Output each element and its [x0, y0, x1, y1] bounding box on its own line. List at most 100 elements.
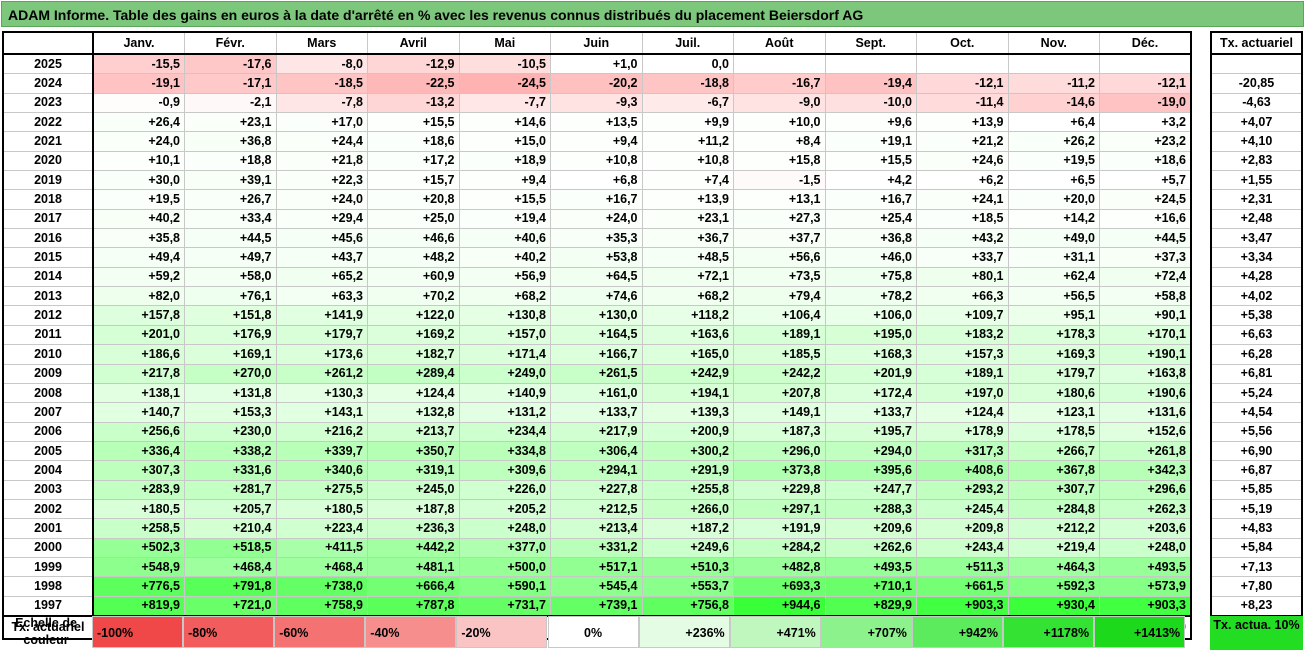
gain-cell: +8,4	[733, 131, 826, 152]
gain-cell: +738,0	[276, 576, 368, 597]
year-label: 2007	[3, 402, 94, 423]
gain-cell: +10,8	[550, 151, 643, 172]
gain-cell: +124,4	[367, 383, 460, 404]
gain-cell: -10,5	[459, 54, 551, 75]
gain-cell: +245,0	[367, 480, 460, 500]
actuarial-cell: +5,38	[1211, 305, 1303, 326]
gain-cell: +39,1	[184, 170, 277, 191]
table-row: 2025 -15,5 -17,6 -8,0 -12,9 -10,5 +1,0 0,0	[3, 54, 1192, 75]
gain-cell: +30,0	[93, 170, 185, 191]
gain-cell: +14,2	[1008, 209, 1100, 230]
gain-cell: +307,7	[1008, 480, 1100, 500]
gain-cell: +78,2	[825, 286, 917, 307]
month-header: Avril	[367, 32, 460, 55]
table-row: 2008 +138,1 +131,8 +130,3 +124,4 +140,9 +161,0…	[3, 383, 1192, 404]
gain-cell: +16,7	[825, 189, 917, 210]
table-row: 2006 +256,6 +230,0 +216,2 +213,7 +234,4 +217,9…	[3, 422, 1192, 442]
color-scale-label: Echelle de couleur	[15, 616, 77, 647]
gain-cell: +157,3	[916, 344, 1009, 365]
actuarial-cell: +5,19	[1211, 499, 1303, 520]
gain-cell: +787,8	[367, 596, 460, 617]
gain-cell: +464,3	[1008, 557, 1100, 578]
gain-cell: +37,7	[733, 228, 826, 249]
gain-cell: +14,6	[459, 112, 551, 133]
actuarial-cell: +2,83	[1211, 151, 1303, 172]
gain-cell: +44,5	[1099, 228, 1192, 249]
gain-cell: +4,2	[825, 170, 917, 191]
actuarial-row: +5,84	[1211, 538, 1303, 558]
gain-cell: +179,7	[1008, 364, 1100, 384]
gain-cell: +133,7	[825, 402, 917, 423]
month-header: Févr.	[184, 32, 277, 55]
gain-cell: +756,8	[642, 596, 734, 617]
year-label: 2002	[3, 499, 94, 520]
table-row: 2011 +201,0 +176,9 +179,7 +169,2 +157,0 +164,5…	[3, 325, 1192, 346]
gain-cell: +68,2	[459, 286, 551, 307]
table-row: 2001 +258,5 +210,4 +223,4 +236,3 +248,0 +213,4…	[3, 518, 1192, 539]
gain-cell: +186,6	[93, 344, 185, 365]
table-row: 2007 +140,7 +153,3 +143,1 +132,8 +131,2 +133,7…	[3, 402, 1192, 423]
gain-cell: +139,3	[642, 402, 734, 423]
actuarial-row: +4,02	[1211, 286, 1303, 307]
gain-cell: +23,2	[1099, 131, 1192, 152]
gain-cell: +207,8	[733, 383, 826, 404]
actuarial-cell: +4,07	[1211, 112, 1303, 133]
gain-cell: +138,1	[93, 383, 185, 404]
gain-cell: +9,9	[642, 112, 734, 133]
gain-cell: +179,7	[276, 325, 368, 346]
gain-cell: +36,7	[642, 228, 734, 249]
gain-cell: -18,8	[642, 73, 734, 94]
gain-cell: +131,6	[1099, 402, 1192, 423]
actuarial-row: +2,31	[1211, 189, 1303, 210]
color-scale-cell: -60%	[274, 616, 366, 648]
gain-cell: +157,8	[93, 305, 185, 326]
gain-cell: +236,3	[367, 518, 460, 539]
gain-cell: +189,1	[733, 325, 826, 346]
actuarial-row: +6,63	[1211, 325, 1303, 346]
actuarial-row: +4,10	[1211, 131, 1303, 152]
gain-cell: +573,9	[1099, 576, 1192, 597]
gain-cell: +502,3	[93, 538, 185, 558]
gain-cell: +18,6	[367, 131, 460, 152]
gain-cell: +43,2	[916, 228, 1009, 249]
year-label: 2020	[3, 151, 94, 172]
gain-cell: -1,5	[733, 170, 826, 191]
gain-cell: +15,8	[733, 151, 826, 172]
year-label: 1999	[3, 557, 94, 578]
gain-cell: +180,5	[276, 499, 368, 520]
gain-cell: +24,6	[916, 151, 1009, 172]
gain-cell: +10,0	[733, 112, 826, 133]
gain-cell: +178,5	[1008, 422, 1100, 442]
gain-cell: -12,9	[367, 54, 460, 75]
gain-cell: +242,2	[733, 364, 826, 384]
gain-cell: +74,6	[550, 286, 643, 307]
actuarial-table: Tx. actuariel -20,85 -4,63 +4,07 +4,10 +2,83 +…	[1210, 31, 1303, 640]
gain-cell: +289,4	[367, 364, 460, 384]
gain-cell: +80,1	[916, 267, 1009, 288]
gain-cell: +79,4	[733, 286, 826, 307]
gain-cell: +553,7	[642, 576, 734, 597]
gain-cell: +157,0	[459, 325, 551, 346]
color-scale-cell: -80%	[183, 616, 275, 648]
gain-cell: +309,6	[459, 460, 551, 481]
gain-cell: +300,2	[642, 441, 734, 462]
year-label: 2003	[3, 480, 94, 500]
color-scale-cell: +1178%	[1003, 616, 1095, 648]
gain-cell: +122,0	[367, 305, 460, 326]
gain-cell: +15,0	[459, 131, 551, 152]
gain-cell: +242,9	[642, 364, 734, 384]
gain-cell: +903,3	[1099, 596, 1192, 617]
gain-cell: +33,4	[184, 209, 277, 230]
year-label: 2022	[3, 112, 94, 133]
table-row: 2010 +186,6 +169,1 +173,6 +182,7 +171,4 +166,7…	[3, 344, 1192, 365]
year-label: 2015	[3, 247, 94, 268]
gain-cell: +829,9	[825, 596, 917, 617]
gain-cell	[1008, 54, 1100, 75]
gain-cell: +49,4	[93, 247, 185, 268]
month-header: Juin	[550, 32, 643, 55]
gain-cell: +24,1	[916, 189, 1009, 210]
gain-cell: +590,1	[459, 576, 551, 597]
gain-cell: +171,4	[459, 344, 551, 365]
gain-cell: +284,8	[1008, 499, 1100, 520]
gain-cell: +249,0	[459, 364, 551, 384]
